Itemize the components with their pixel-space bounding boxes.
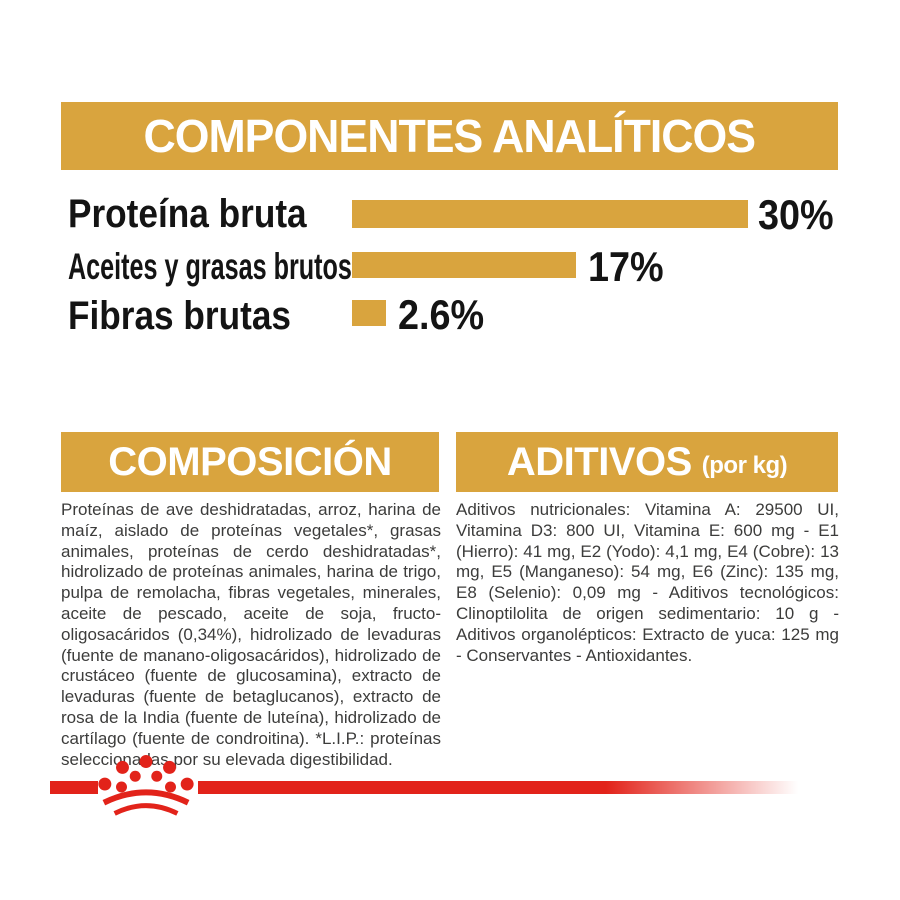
chart-value-label: 2.6%	[398, 291, 485, 338]
chart-value-label: 17%	[588, 243, 664, 290]
analytical-components-title: COMPONENTES ANALÍTICOS	[143, 110, 757, 162]
composition-banner: COMPOSICIÓN	[61, 432, 439, 492]
chart-value-label: 30%	[758, 191, 834, 238]
additives-body: Aditivos nutricionales: Vitamina A: 2950…	[456, 500, 839, 665]
additives-title: ADITIVOS	[506, 439, 692, 484]
red-divider-right	[198, 781, 798, 794]
chart-category-label: Aceites y grasas brutos	[68, 246, 352, 287]
chart-bar	[352, 300, 387, 326]
chart-category-label: Proteína bruta	[68, 192, 307, 236]
additives-banner: ADITIVOS (por kg)	[456, 432, 838, 492]
composition-body: Proteínas de ave deshidratadas, arroz, h…	[61, 500, 441, 769]
chart-bar	[352, 200, 748, 228]
composition-title: COMPOSICIÓN	[108, 439, 392, 484]
analytical-components-banner: COMPONENTES ANALÍTICOS	[61, 102, 838, 170]
red-divider-left	[50, 781, 98, 794]
royal-canin-crown-icon	[98, 755, 194, 816]
additives-title-suffix: (por kg)	[701, 452, 788, 479]
chart-bar	[352, 252, 577, 278]
chart-category-label: Fibras brutas	[68, 294, 291, 338]
